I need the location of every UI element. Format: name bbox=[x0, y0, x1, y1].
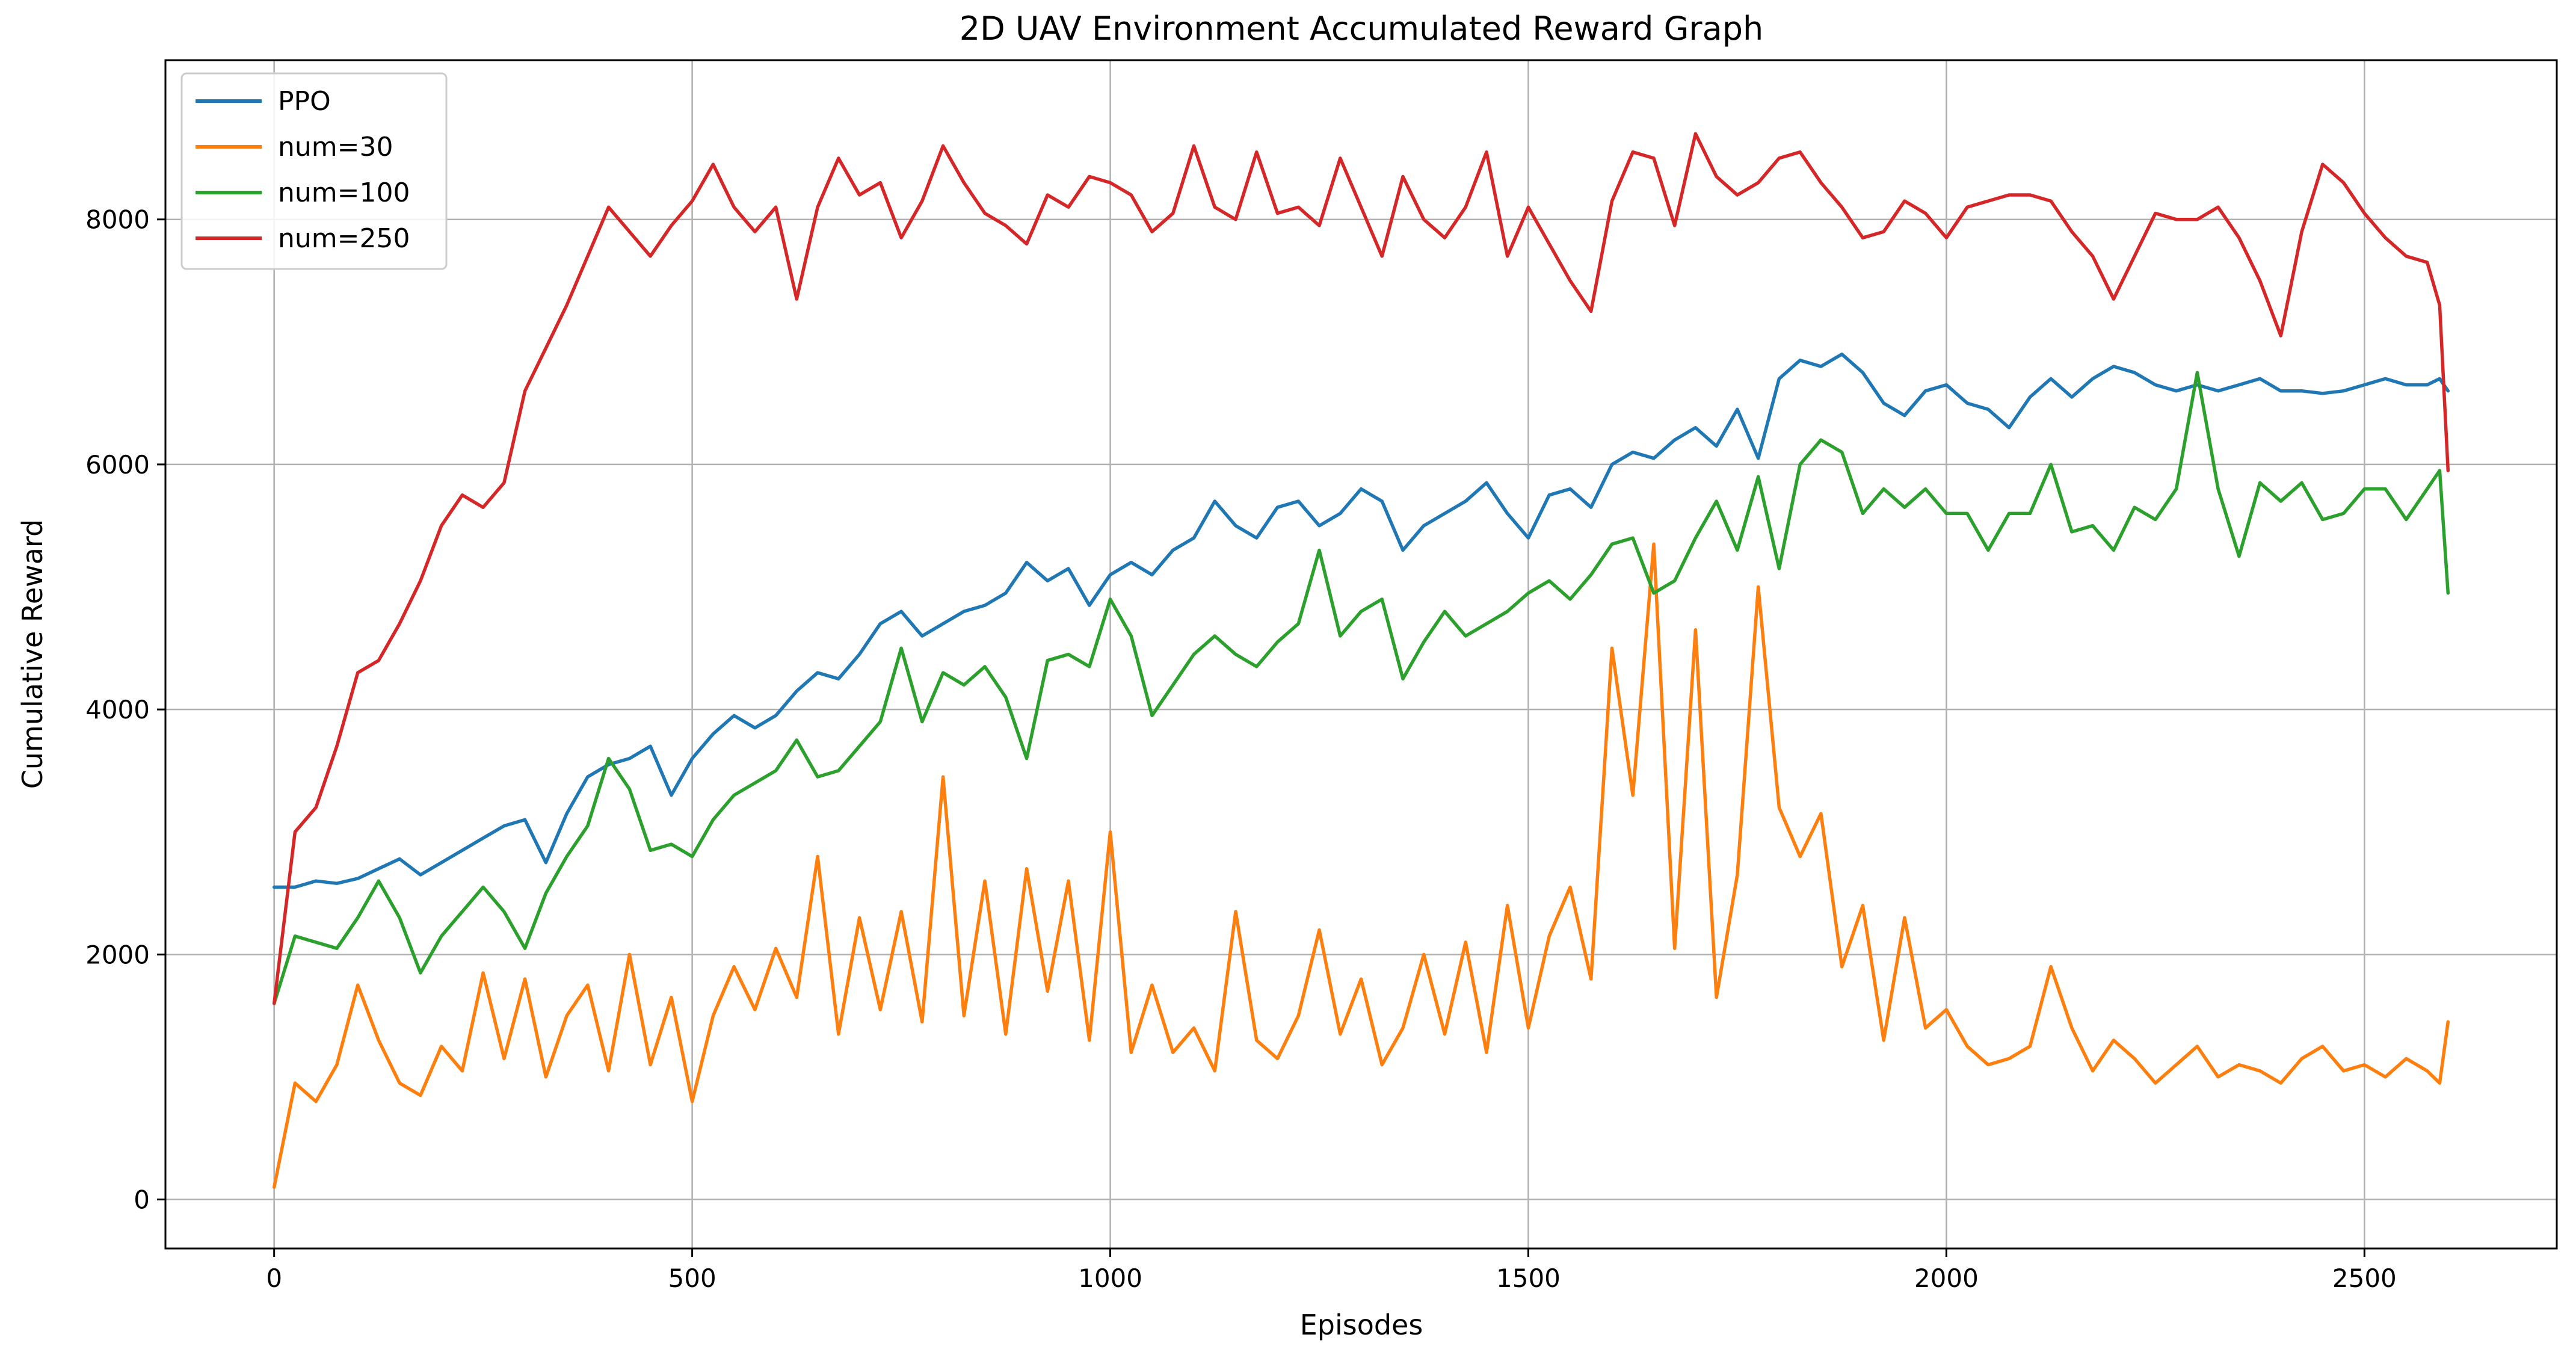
y-tick-label: 0 bbox=[134, 1185, 150, 1215]
y-tick-label: 4000 bbox=[85, 695, 150, 724]
legend-label-num-250: num=250 bbox=[278, 223, 410, 254]
x-axis-label: Episodes bbox=[1300, 1309, 1423, 1341]
y-tick-label: 8000 bbox=[85, 205, 150, 235]
series-line-num-100 bbox=[272, 371, 2450, 1005]
legend: PPO num=30 num=100 num=250 bbox=[180, 72, 448, 270]
x-tick-label: 2000 bbox=[1914, 1264, 1979, 1293]
legend-label-num-100: num=100 bbox=[278, 177, 410, 208]
x-tick-label: 0 bbox=[266, 1264, 282, 1293]
series-line-num-250 bbox=[272, 132, 2450, 1005]
legend-label-num-30: num=30 bbox=[278, 132, 393, 162]
legend-box bbox=[180, 72, 448, 270]
axis-ticks: 0 500 1000 1500 2000 2500 0 2000 4000 6000 8000 bbox=[85, 205, 2397, 1293]
series-line-num-30 bbox=[272, 542, 2450, 1189]
chart-title: 2D UAV Environment Accumulated Reward Gr… bbox=[960, 10, 1763, 48]
plot-area-frame bbox=[164, 59, 2558, 1250]
grid bbox=[165, 60, 2557, 1248]
x-tick-label: 500 bbox=[668, 1264, 716, 1293]
series-line-ppo bbox=[272, 352, 2450, 889]
x-tick-label: 1000 bbox=[1078, 1264, 1142, 1293]
y-tick-label: 6000 bbox=[85, 450, 150, 480]
legend-label-ppo: PPO bbox=[278, 86, 331, 117]
y-tick-label: 2000 bbox=[85, 940, 150, 969]
y-axis-label: Cumulative Reward bbox=[16, 519, 49, 789]
series-lines bbox=[272, 132, 2450, 1189]
x-tick-label: 1500 bbox=[1496, 1264, 1561, 1293]
x-tick-label: 2500 bbox=[2332, 1264, 2397, 1293]
